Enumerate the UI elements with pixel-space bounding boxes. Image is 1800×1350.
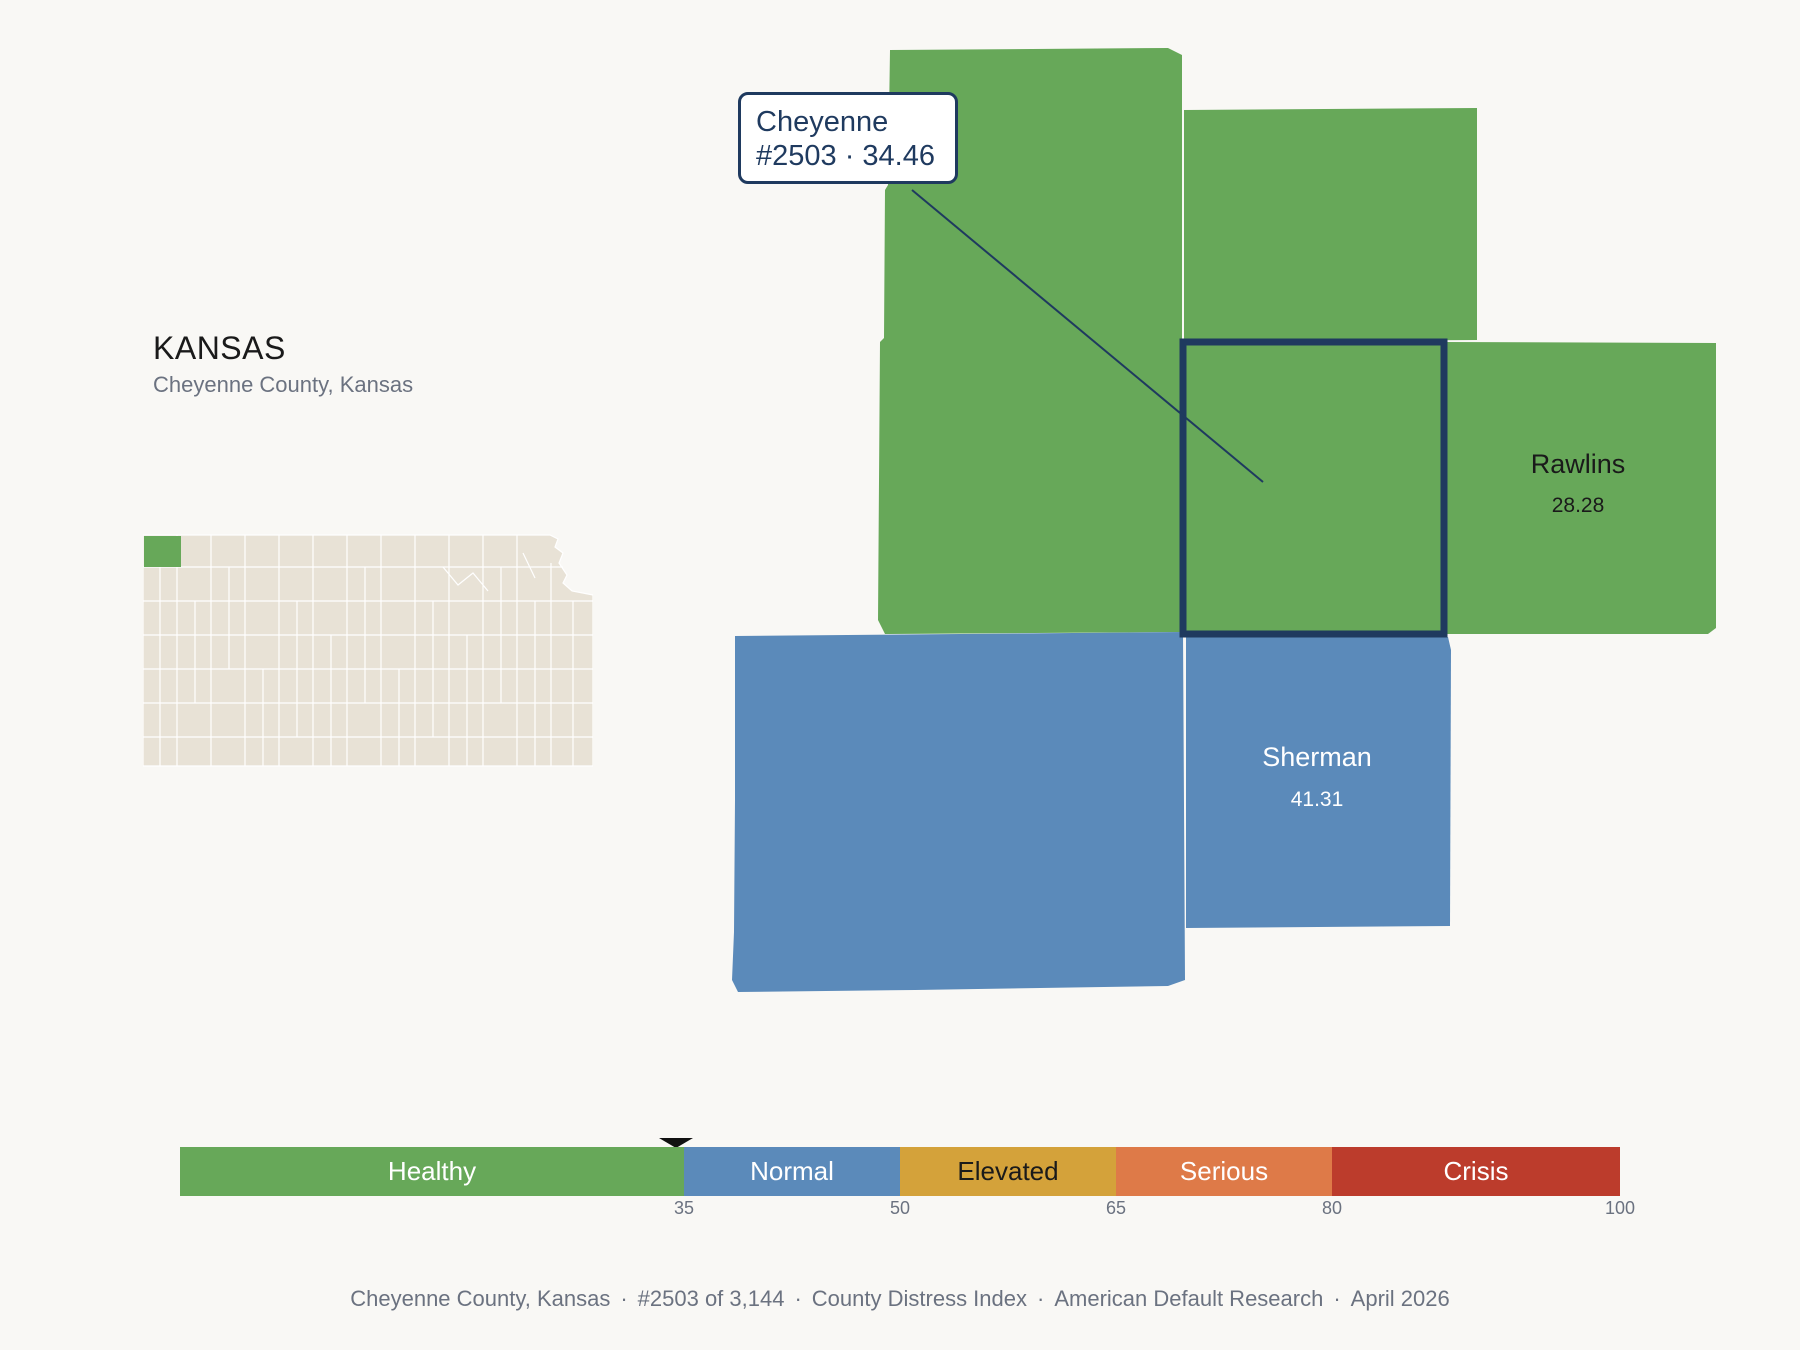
highlighted-county-border xyxy=(1179,338,1448,638)
distress-legend: Healthy Normal Elevated Serious Crisis xyxy=(180,1147,1620,1196)
footer-item: Cheyenne County, Kansas xyxy=(350,1286,611,1311)
footer-separator: · xyxy=(620,1286,628,1311)
callout-rank-value: #2503 · 34.46 xyxy=(756,140,935,172)
state-title: KANSAS xyxy=(153,330,286,366)
footer-separator: · xyxy=(1037,1286,1045,1311)
footer-item: County Distress Index xyxy=(811,1286,1027,1311)
legend-segment-healthy: Healthy xyxy=(180,1147,684,1196)
state-subtitle: Cheyenne County, Kansas xyxy=(153,372,414,397)
footer-item: #2503 of 3,144 xyxy=(637,1286,785,1311)
county-southwest[interactable] xyxy=(732,632,1185,992)
county-value-rawlins: 28.28 xyxy=(1552,494,1605,517)
county-sherman[interactable] xyxy=(1186,637,1451,928)
footer: Cheyenne County, Kansas · #2503 of 3,144 · C… xyxy=(0,1286,1800,1312)
legend-tick: 35 xyxy=(673,1198,695,1218)
legend-segment-normal: Normal xyxy=(684,1147,900,1196)
legend-segment-serious: Serious xyxy=(1116,1147,1332,1196)
callout-leader-line xyxy=(911,189,1264,483)
county-value-sherman: 41.31 xyxy=(1291,788,1344,811)
county-rawlins[interactable] xyxy=(1444,342,1716,634)
callout-county-name: Cheyenne xyxy=(756,106,889,138)
county-map: Rawlins 28.28 Sherman 41.31 xyxy=(732,48,1716,992)
county-cheyenne[interactable] xyxy=(1184,342,1444,634)
legend-segment-crisis: Crisis xyxy=(1332,1147,1620,1196)
legend-tick: 80 xyxy=(1321,1198,1343,1218)
legend-segment-elevated: Elevated xyxy=(900,1147,1116,1196)
kansas-outline xyxy=(143,534,593,767)
footer-item: American Default Research xyxy=(1054,1286,1324,1311)
legend-tick: 65 xyxy=(1105,1198,1127,1218)
inset-cheyenne-county xyxy=(144,536,181,567)
footer-item: April 2026 xyxy=(1350,1286,1450,1311)
county-label-rawlins: Rawlins xyxy=(1531,449,1626,479)
score-marker-icon xyxy=(659,1138,694,1148)
county-north[interactable] xyxy=(1184,108,1477,342)
legend-tick: 50 xyxy=(889,1198,911,1218)
footer-separator: · xyxy=(794,1286,802,1311)
county-callout: Cheyenne #2503 · 34.46 xyxy=(738,92,958,184)
inset-county-grid xyxy=(143,535,593,766)
footer-separator: · xyxy=(1333,1286,1341,1311)
state-inset-map xyxy=(143,534,593,767)
county-label-sherman: Sherman xyxy=(1262,742,1372,772)
legend-tick: 100 xyxy=(1604,1198,1636,1218)
county-northwest[interactable] xyxy=(878,48,1182,634)
